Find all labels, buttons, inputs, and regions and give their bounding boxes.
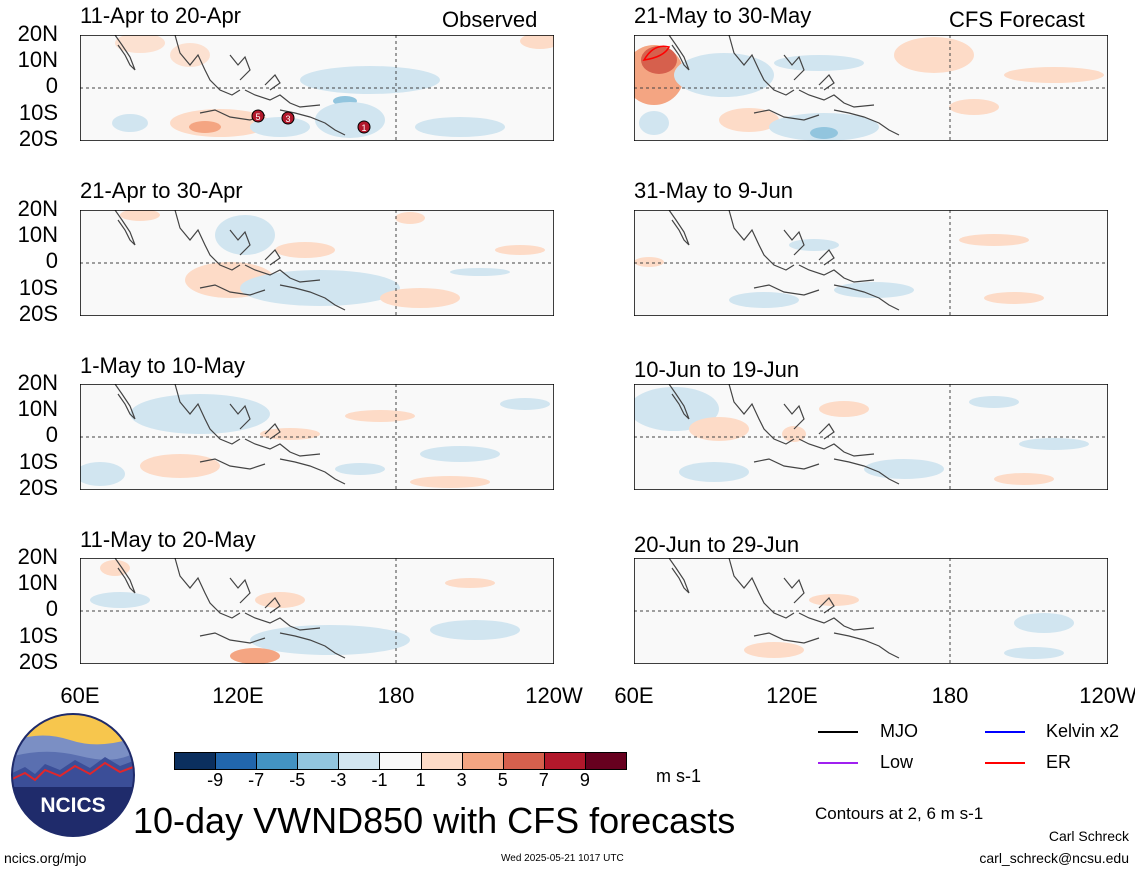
lat-label: 20S bbox=[18, 475, 58, 500]
colorbar-swatch bbox=[584, 752, 627, 770]
main-title: 10-day VWND850 with CFS forecasts bbox=[133, 800, 736, 841]
colorbar-tick-label: -1 bbox=[371, 770, 388, 790]
map-panel-left-3 bbox=[80, 384, 554, 490]
colorbar-swatch bbox=[502, 752, 545, 770]
contours-note: Contours at 2, 6 m s-1 bbox=[815, 804, 984, 823]
lat-label: 20S bbox=[18, 649, 58, 674]
lon-label: 120E bbox=[212, 683, 264, 708]
legend-low-line bbox=[818, 762, 858, 764]
shading bbox=[112, 35, 554, 138]
colorbar-tick-label: -7 bbox=[248, 770, 265, 790]
phase-marker-1: 1 bbox=[361, 123, 366, 133]
colorbar-swatch bbox=[256, 752, 299, 770]
colorbar-swatch bbox=[461, 752, 504, 770]
colorbar-tick-label: 3 bbox=[456, 770, 467, 790]
lat-label: 10N bbox=[17, 570, 58, 595]
phase-marker-3: 3 bbox=[285, 114, 290, 124]
panel-title-left-2: 21-Apr to 30-Apr bbox=[80, 178, 243, 203]
colorbar-tick-label: -9 bbox=[207, 770, 224, 790]
colorbar-tick-label: 9 bbox=[579, 770, 590, 790]
lat-label: 10S bbox=[18, 449, 58, 474]
legend-kelvin-label: Kelvin x2 bbox=[1046, 721, 1120, 741]
ncics-logo: NCICS bbox=[11, 713, 135, 837]
colorbar-swatch bbox=[297, 752, 340, 770]
lat-label: 20S bbox=[18, 301, 58, 326]
lat-label: 10S bbox=[18, 275, 58, 300]
colorbar-swatch bbox=[379, 752, 422, 770]
panel-title-right-1: 21-May to 30-May bbox=[634, 3, 812, 28]
lat-label: 20N bbox=[17, 21, 58, 46]
panel-title-right-3: 10-Jun to 19-Jun bbox=[634, 357, 800, 382]
lon-label: 120W bbox=[1079, 683, 1135, 708]
legend-er-line bbox=[985, 762, 1025, 764]
lat-label: 20N bbox=[17, 196, 58, 221]
forecast-label: CFS Forecast bbox=[949, 7, 1085, 32]
legend-mjo-label: MJO bbox=[880, 721, 918, 741]
lon-label: 180 bbox=[377, 683, 415, 708]
lon-label: 180 bbox=[931, 683, 969, 708]
lat-label: 20N bbox=[17, 370, 58, 395]
lon-label: 120E bbox=[766, 683, 818, 708]
map-panel-right-3 bbox=[634, 384, 1108, 490]
colorbar-units: m s-1 bbox=[656, 766, 701, 786]
observed-label: Observed bbox=[442, 7, 538, 32]
legend-er-label: ER bbox=[1046, 752, 1072, 772]
colorbar-tick-label: -5 bbox=[289, 770, 306, 790]
lon-label: 120W bbox=[525, 683, 583, 708]
panel-title-right-2: 31-May to 9-Jun bbox=[634, 178, 793, 203]
lat-label: 20S bbox=[18, 126, 58, 151]
colorbar-tick-label: 7 bbox=[538, 770, 549, 790]
colorbar-swatch bbox=[420, 752, 463, 770]
timestamp: Wed 2025-05-21 1017 UTC bbox=[501, 853, 624, 864]
author: Carl Schreck bbox=[1048, 828, 1129, 844]
map-panel-left-2 bbox=[80, 210, 554, 316]
colorbar-swatch bbox=[215, 752, 258, 770]
legend-low-label: Low bbox=[880, 752, 914, 772]
phase-marker-5: 5 bbox=[255, 112, 260, 122]
map-panel-right-4 bbox=[634, 558, 1108, 664]
email: carl_schreck@ncsu.edu bbox=[979, 850, 1129, 866]
panel-title-left-1: 11-Apr to 20-Apr bbox=[80, 3, 242, 28]
colorbar-swatch bbox=[174, 752, 217, 770]
lat-label: 10N bbox=[17, 222, 58, 247]
source-url: ncics.org/mjo bbox=[4, 850, 87, 866]
panel-title-right-4: 20-Jun to 29-Jun bbox=[634, 532, 800, 557]
legend-mjo-line bbox=[818, 731, 858, 733]
colorbar-tick-label: 5 bbox=[497, 770, 508, 790]
lon-label: 60E bbox=[614, 683, 654, 708]
lat-label: 10N bbox=[17, 396, 58, 421]
map-panel-right-2 bbox=[634, 210, 1108, 316]
lat-label: 0 bbox=[45, 596, 58, 621]
lat-label: 0 bbox=[45, 422, 58, 447]
lat-label: 20N bbox=[17, 544, 58, 569]
map-panel-right-1 bbox=[634, 35, 1108, 141]
colorbar-tick-label: -3 bbox=[330, 770, 347, 790]
colorbar-swatch bbox=[543, 752, 586, 770]
lat-label: 0 bbox=[45, 73, 58, 98]
legend-kelvin-line bbox=[985, 731, 1025, 733]
map-panel-left-4 bbox=[80, 558, 554, 664]
panel-title-left-4: 11-May to 20-May bbox=[80, 527, 256, 552]
lon-label: 60E bbox=[60, 683, 100, 708]
lat-label: 0 bbox=[45, 248, 58, 273]
phase-markers: 5 3 1 bbox=[251, 109, 371, 134]
colorbar-tick-label: 1 bbox=[415, 770, 426, 790]
lat-label: 10S bbox=[18, 623, 58, 648]
logo-text: NCICS bbox=[40, 794, 105, 817]
panel-title-left-3: 1-May to 10-May bbox=[80, 353, 246, 378]
colorbar-swatch bbox=[338, 752, 381, 770]
lat-label: 10S bbox=[18, 100, 58, 125]
map-panel-left-1: 5 3 1 bbox=[80, 35, 554, 141]
lat-label: 10N bbox=[17, 47, 58, 72]
